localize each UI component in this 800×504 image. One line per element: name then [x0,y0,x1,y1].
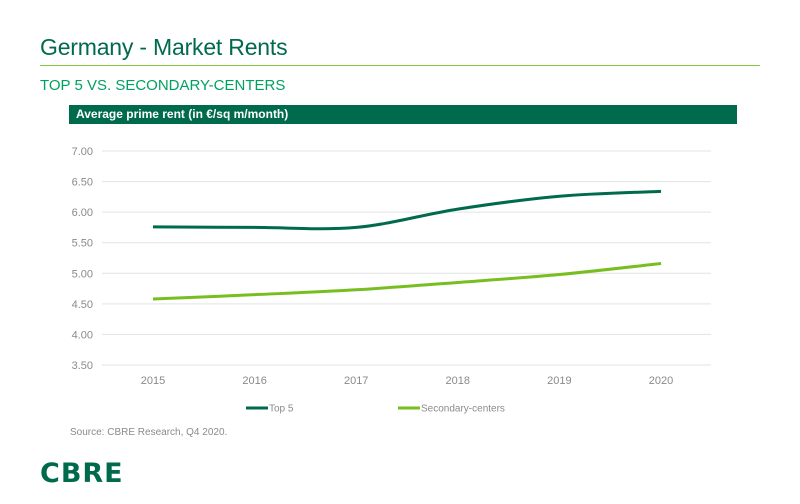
x-tick-label: 2015 [141,375,165,387]
y-tick-label: 5.00 [72,268,93,280]
x-tick-label: 2016 [242,375,266,387]
y-tick-label: 5.50 [72,238,93,250]
legend: Top 5 Secondary-centers [246,404,505,415]
legend-label: Secondary-centers [421,404,505,415]
cbre-logo: CBRE [40,458,124,489]
x-tick-label: 2017 [344,375,368,387]
source-note: Source: CBRE Research, Q4 2020. [70,427,228,438]
y-tick-label: 6.50 [72,177,93,189]
y-axis-ticks: 3.50 4.00 4.50 5.00 5.50 6.00 6.50 7.00 [72,146,93,372]
series-lines [152,189,662,301]
series-line-top-5 [152,189,662,231]
x-tick-label: 2019 [547,375,571,387]
x-tick-label: 2018 [446,375,470,387]
y-tick-label: 6.00 [72,207,93,219]
y-tick-label: 4.00 [72,329,93,341]
y-tick-label: 7.00 [72,146,93,158]
y-tick-label: 4.50 [72,299,93,311]
title-divider [40,65,760,66]
legend-label: Top 5 [269,404,294,415]
page-subtitle: TOP 5 VS. SECONDARY-CENTERS [40,77,286,94]
chart-title: Average prime rent (in €/sq m/month) [69,105,737,124]
grid-lines [102,150,711,366]
x-axis-ticks: 2015 2016 2017 2018 2019 2020 [141,375,673,387]
series-line-secondary-centers [152,262,662,301]
page-title: Germany - Market Rents [40,34,288,60]
x-tick-label: 2020 [649,375,673,387]
y-tick-label: 3.50 [72,360,93,372]
